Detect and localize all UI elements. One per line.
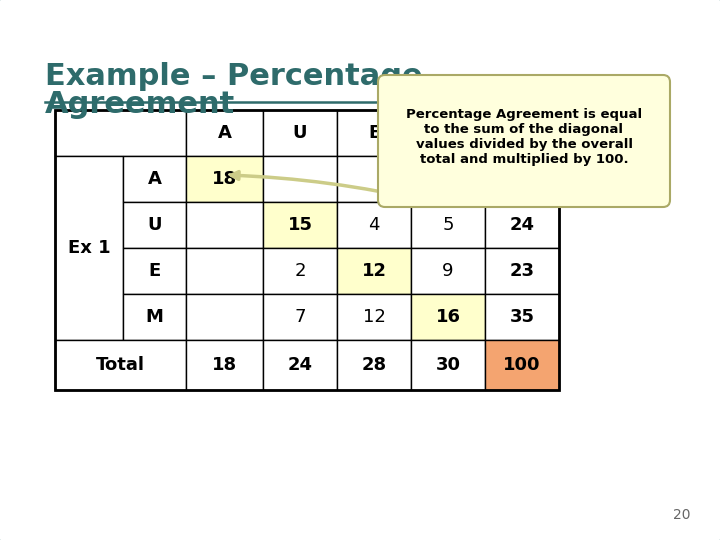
Bar: [485, 248, 559, 294]
Text: U: U: [148, 216, 162, 234]
Bar: [186, 340, 263, 390]
Bar: [263, 110, 337, 156]
Text: Total: Total: [498, 124, 546, 142]
Text: 35: 35: [510, 308, 534, 326]
Bar: [411, 248, 485, 294]
Bar: [337, 110, 411, 156]
Text: Percentage Agreement is equal
to the sum of the diagonal
values divided by the o: Percentage Agreement is equal to the sum…: [406, 108, 642, 166]
Bar: [186, 110, 263, 156]
Bar: [337, 294, 411, 340]
Bar: [263, 156, 337, 202]
Text: 4: 4: [368, 216, 379, 234]
Text: 7: 7: [294, 308, 306, 326]
Bar: [411, 110, 485, 156]
Bar: [337, 202, 411, 248]
Text: Agreement: Agreement: [45, 90, 235, 119]
Text: 12: 12: [361, 262, 387, 280]
Text: A: A: [217, 124, 231, 142]
Text: 15: 15: [287, 216, 312, 234]
Text: 30: 30: [436, 356, 461, 374]
Text: 100: 100: [503, 356, 541, 374]
Bar: [485, 156, 559, 202]
Text: E: E: [368, 124, 380, 142]
Text: 9: 9: [442, 262, 454, 280]
Bar: [186, 156, 263, 202]
Bar: [485, 340, 559, 390]
Text: 5: 5: [442, 216, 454, 234]
Text: M: M: [439, 124, 457, 142]
Text: 23: 23: [510, 262, 534, 280]
Bar: [411, 340, 485, 390]
Bar: [263, 340, 337, 390]
Bar: [186, 202, 263, 248]
Bar: [485, 202, 559, 248]
Text: U: U: [293, 124, 307, 142]
Bar: [337, 156, 411, 202]
Bar: [55, 156, 123, 340]
Bar: [263, 202, 337, 248]
Bar: [123, 294, 186, 340]
Bar: [263, 294, 337, 340]
Bar: [123, 202, 186, 248]
Text: Ex 1: Ex 1: [68, 239, 110, 257]
Text: 24: 24: [287, 356, 312, 374]
Text: 18: 18: [510, 170, 534, 188]
Bar: [411, 156, 485, 202]
Bar: [123, 248, 186, 294]
Text: M: M: [145, 308, 163, 326]
Bar: [123, 156, 186, 202]
Bar: [337, 248, 411, 294]
Bar: [485, 294, 559, 340]
Text: Total: Total: [96, 356, 145, 374]
Text: 24: 24: [510, 216, 534, 234]
Bar: [55, 110, 186, 156]
Text: E: E: [148, 262, 161, 280]
Text: 12: 12: [363, 308, 385, 326]
Text: 20: 20: [672, 508, 690, 522]
Bar: [485, 110, 559, 156]
FancyBboxPatch shape: [378, 75, 670, 207]
Bar: [55, 110, 559, 390]
Bar: [186, 248, 263, 294]
Text: 28: 28: [361, 356, 387, 374]
Text: 2: 2: [294, 262, 306, 280]
Bar: [263, 248, 337, 294]
Bar: [411, 202, 485, 248]
Text: 18: 18: [212, 170, 237, 188]
Text: A: A: [148, 170, 161, 188]
Bar: [411, 294, 485, 340]
Bar: [337, 340, 411, 390]
Bar: [186, 294, 263, 340]
Text: 16: 16: [436, 308, 461, 326]
Bar: [55, 340, 186, 390]
Text: 18: 18: [212, 356, 237, 374]
Text: Example – Percentage: Example – Percentage: [45, 62, 423, 91]
